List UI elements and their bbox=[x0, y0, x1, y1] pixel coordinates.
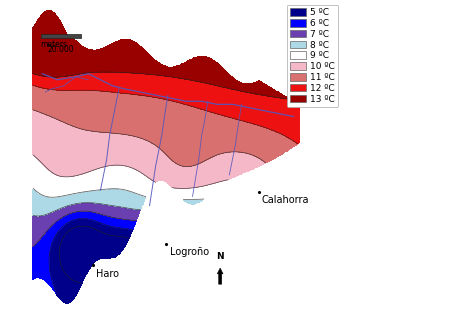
Text: 20.000: 20.000 bbox=[47, 45, 74, 54]
Text: meters: meters bbox=[41, 40, 68, 49]
Text: N: N bbox=[216, 252, 224, 261]
Text: Haro: Haro bbox=[96, 269, 119, 279]
Text: Calahorra: Calahorra bbox=[262, 195, 309, 205]
Text: Logroño: Logroño bbox=[170, 247, 209, 257]
Legend: 5 ºC, 6 ºC, 7 ºC, 8 ºC, 9 ºC, 10 ºC, 11 ºC, 12 ºC, 13 ºC: 5 ºC, 6 ºC, 7 ºC, 8 ºC, 9 ºC, 10 ºC, 11 … bbox=[287, 4, 338, 107]
Bar bbox=[41, 34, 81, 38]
